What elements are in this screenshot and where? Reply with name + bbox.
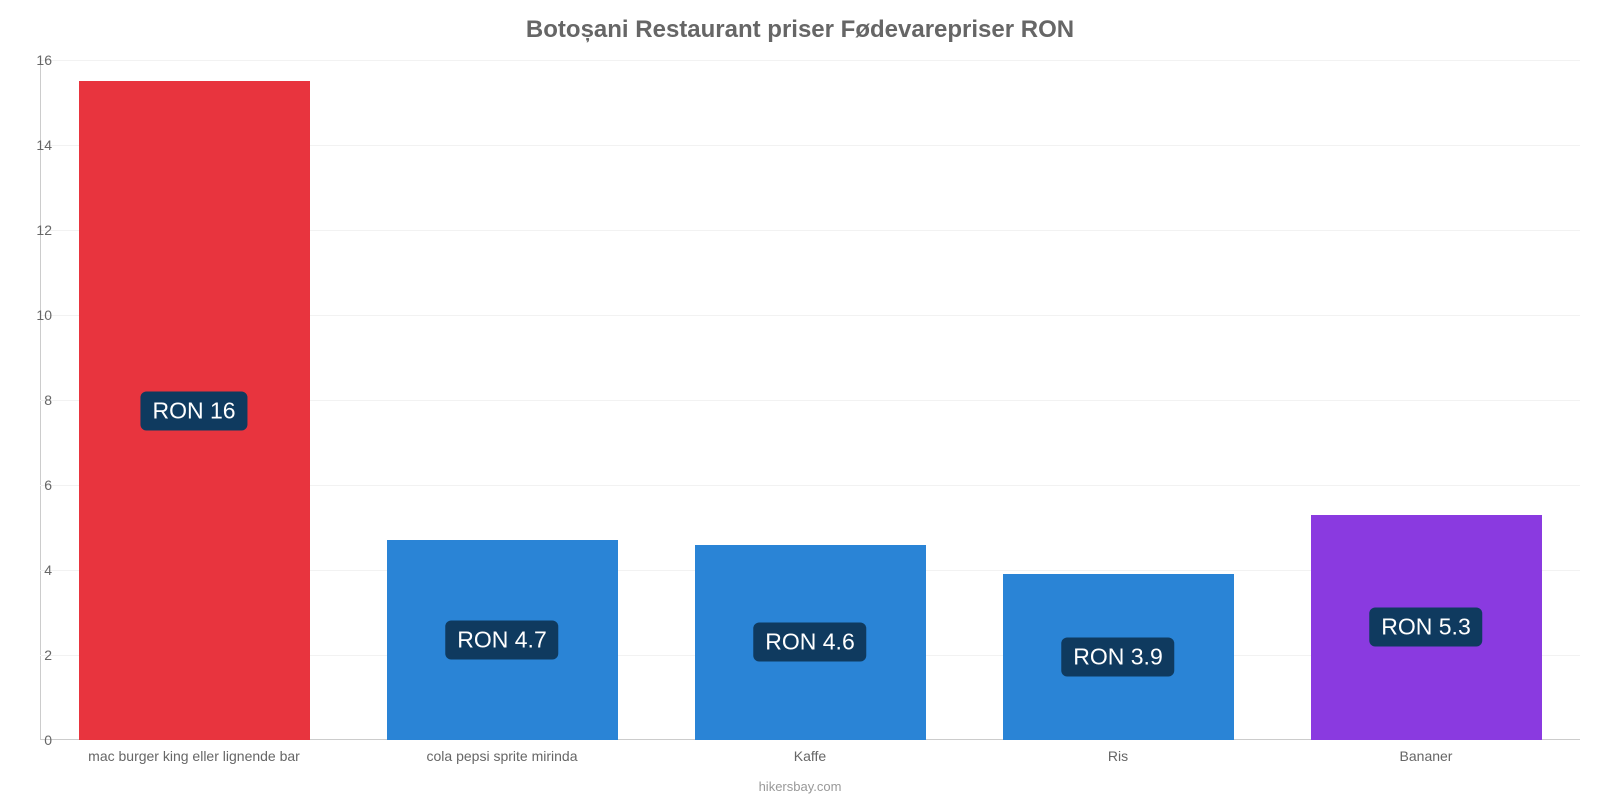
plot-area: RON 16mac burger king eller lignende bar… [40, 60, 1580, 740]
bar-slot: RON 3.9Ris [964, 60, 1272, 740]
y-tick-label: 14 [22, 137, 52, 153]
bar: RON 4.7 [387, 540, 618, 740]
x-tick-label: Bananer [1272, 748, 1580, 764]
y-tick-label: 10 [22, 307, 52, 323]
y-tick-label: 0 [22, 732, 52, 748]
price-bar-chart: Botoșani Restaurant priser Fødevareprise… [0, 0, 1600, 800]
bar-slot: RON 16mac burger king eller lignende bar [40, 60, 348, 740]
y-tick-label: 16 [22, 52, 52, 68]
bar: RON 5.3 [1311, 515, 1542, 740]
bar-value-label: RON 16 [140, 391, 247, 430]
y-tick-label: 12 [22, 222, 52, 238]
bar: RON 16 [79, 81, 310, 740]
y-tick-label: 4 [22, 562, 52, 578]
y-tick-label: 6 [22, 477, 52, 493]
chart-title: Botoșani Restaurant priser Fødevareprise… [0, 16, 1600, 44]
bar: RON 3.9 [1003, 574, 1234, 740]
bar: RON 4.6 [695, 545, 926, 741]
bar-slot: RON 5.3Bananer [1272, 60, 1580, 740]
bar-value-label: RON 4.7 [445, 621, 558, 660]
y-tick-label: 8 [22, 392, 52, 408]
x-tick-label: Kaffe [656, 748, 964, 764]
y-tick-label: 2 [22, 647, 52, 663]
bar-value-label: RON 4.6 [753, 623, 866, 662]
bar-slot: RON 4.6Kaffe [656, 60, 964, 740]
x-tick-label: Ris [964, 748, 1272, 764]
x-tick-label: cola pepsi sprite mirinda [348, 748, 656, 764]
chart-credit: hikersbay.com [0, 779, 1600, 794]
bar-value-label: RON 3.9 [1061, 638, 1174, 677]
bar-value-label: RON 5.3 [1369, 608, 1482, 647]
x-tick-label: mac burger king eller lignende bar [40, 748, 348, 764]
bar-slot: RON 4.7cola pepsi sprite mirinda [348, 60, 656, 740]
